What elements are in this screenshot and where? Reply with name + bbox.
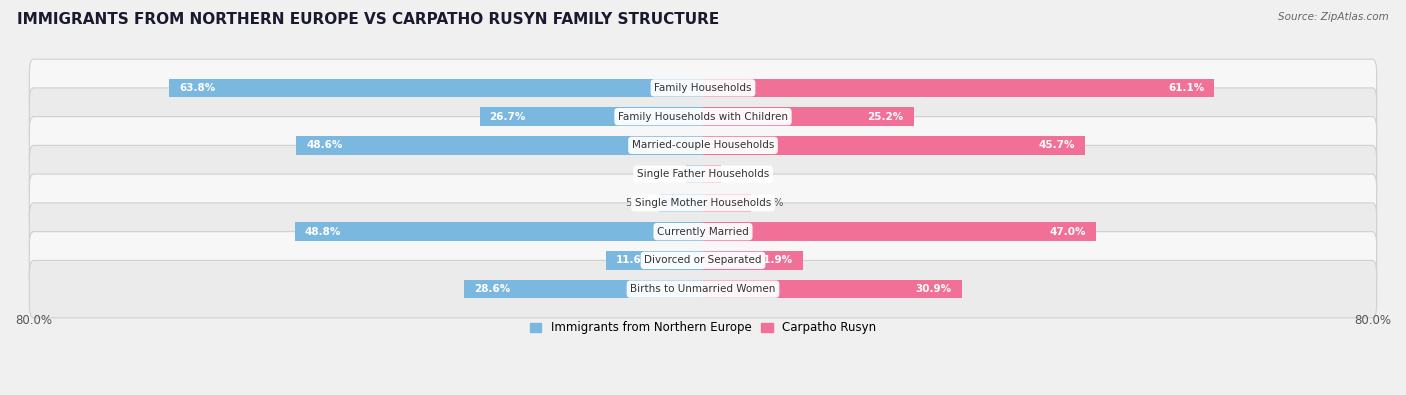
- Bar: [464, 280, 703, 299]
- FancyBboxPatch shape: [30, 117, 1376, 174]
- Bar: [297, 136, 703, 155]
- Bar: [703, 251, 803, 270]
- Bar: [658, 194, 703, 212]
- Text: 11.6%: 11.6%: [616, 256, 652, 265]
- Text: Family Households with Children: Family Households with Children: [619, 112, 787, 122]
- FancyBboxPatch shape: [30, 174, 1376, 231]
- Bar: [703, 79, 1215, 97]
- Bar: [703, 280, 962, 299]
- Bar: [686, 165, 703, 183]
- Bar: [703, 165, 720, 183]
- Text: 5.7%: 5.7%: [758, 198, 785, 208]
- FancyBboxPatch shape: [30, 59, 1376, 117]
- Text: Married-couple Households: Married-couple Households: [631, 140, 775, 150]
- Text: 2.0%: 2.0%: [654, 169, 679, 179]
- Text: Single Mother Households: Single Mother Households: [636, 198, 770, 208]
- Text: 26.7%: 26.7%: [489, 112, 526, 122]
- Bar: [703, 136, 1085, 155]
- Text: 5.3%: 5.3%: [626, 198, 652, 208]
- Text: Single Father Households: Single Father Households: [637, 169, 769, 179]
- Text: Family Households: Family Households: [654, 83, 752, 93]
- Text: Divorced or Separated: Divorced or Separated: [644, 256, 762, 265]
- Legend: Immigrants from Northern Europe, Carpatho Rusyn: Immigrants from Northern Europe, Carpath…: [524, 316, 882, 339]
- Text: IMMIGRANTS FROM NORTHERN EUROPE VS CARPATHO RUSYN FAMILY STRUCTURE: IMMIGRANTS FROM NORTHERN EUROPE VS CARPA…: [17, 12, 718, 27]
- Bar: [703, 222, 1097, 241]
- Text: Births to Unmarried Women: Births to Unmarried Women: [630, 284, 776, 294]
- Text: 2.1%: 2.1%: [727, 169, 754, 179]
- Bar: [169, 79, 703, 97]
- Text: 61.1%: 61.1%: [1168, 83, 1205, 93]
- Text: 48.8%: 48.8%: [305, 227, 342, 237]
- FancyBboxPatch shape: [30, 231, 1376, 289]
- Text: 28.6%: 28.6%: [474, 284, 510, 294]
- FancyBboxPatch shape: [30, 203, 1376, 260]
- Bar: [703, 107, 914, 126]
- Text: Source: ZipAtlas.com: Source: ZipAtlas.com: [1278, 12, 1389, 22]
- FancyBboxPatch shape: [30, 260, 1376, 318]
- Text: 11.9%: 11.9%: [756, 256, 793, 265]
- Text: Currently Married: Currently Married: [657, 227, 749, 237]
- Text: 63.8%: 63.8%: [179, 83, 215, 93]
- Text: 45.7%: 45.7%: [1039, 140, 1076, 150]
- Text: 25.2%: 25.2%: [868, 112, 904, 122]
- Bar: [703, 194, 751, 212]
- Text: 47.0%: 47.0%: [1050, 227, 1087, 237]
- Bar: [479, 107, 703, 126]
- Text: 48.6%: 48.6%: [307, 140, 343, 150]
- Text: 30.9%: 30.9%: [915, 284, 952, 294]
- Bar: [606, 251, 703, 270]
- FancyBboxPatch shape: [30, 145, 1376, 203]
- FancyBboxPatch shape: [30, 88, 1376, 145]
- Bar: [295, 222, 703, 241]
